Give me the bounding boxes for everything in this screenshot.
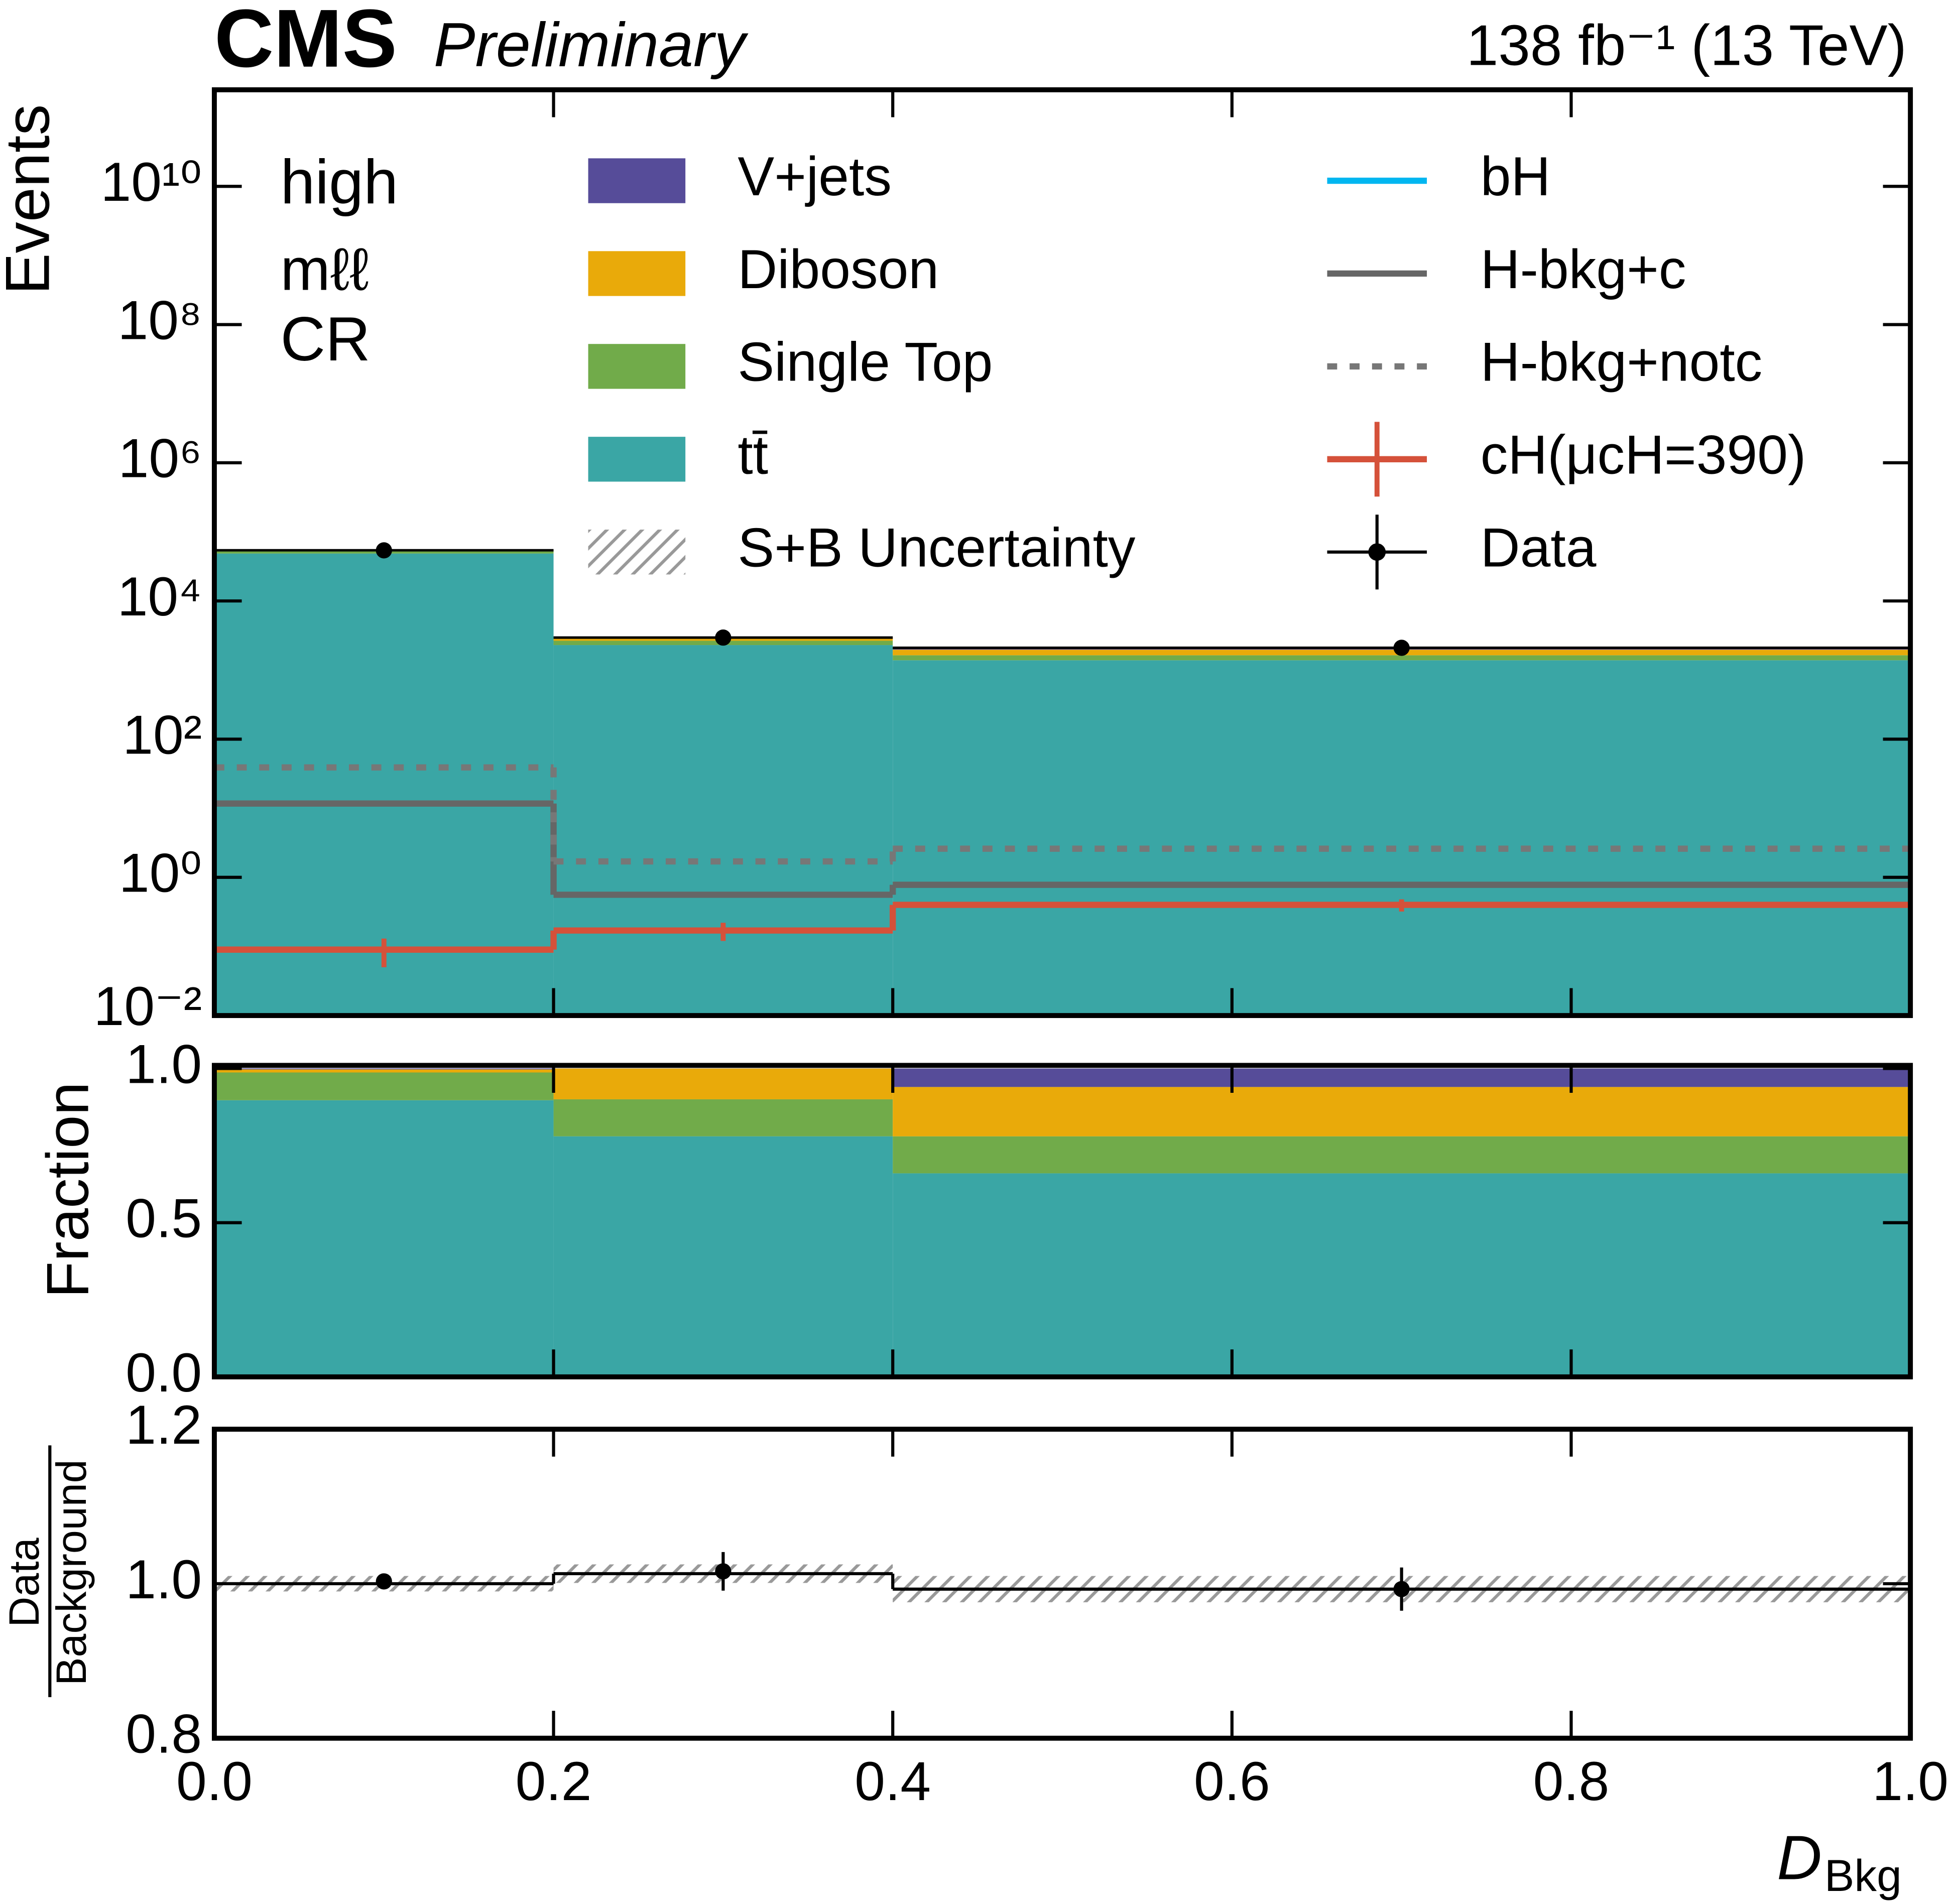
legend-label: Single Top <box>738 332 993 393</box>
stack-bar <box>214 553 554 1016</box>
stack-bar <box>893 655 1911 661</box>
data-point <box>1393 1581 1410 1597</box>
data-point <box>715 1563 731 1580</box>
legend-label: Data <box>1481 518 1597 579</box>
y-tick-label: 10⁰ <box>119 843 202 904</box>
x-axis-label-sub: Bkg <box>1824 1850 1902 1900</box>
y-tick-label: 10² <box>123 704 202 766</box>
y-tick-label: 10⁴ <box>117 566 202 627</box>
x-tick-label: 0.0 <box>176 1751 253 1812</box>
data-point <box>376 542 392 559</box>
legend-swatch <box>588 344 686 389</box>
y-axis-label: Data <box>1 1538 48 1627</box>
stack-bar <box>553 645 893 1016</box>
y-axis-label: Background <box>48 1459 95 1685</box>
x-tick-label: 1.0 <box>1872 1751 1948 1812</box>
y-tick-label: 10¹⁰ <box>100 152 202 213</box>
legend-swatch <box>588 437 686 482</box>
stack-bar <box>893 1173 1911 1377</box>
y-axis-label: Events <box>0 104 62 295</box>
stack-bar <box>893 660 1911 1016</box>
stack-bar <box>893 1136 1911 1174</box>
y-tick-label: 1.2 <box>126 1394 202 1456</box>
data-point <box>1393 640 1410 656</box>
y-tick-label: 1.0 <box>126 1034 202 1095</box>
lumi-label: 138 fb⁻¹ (13 TeV) <box>1467 14 1907 78</box>
y-tick-label: 10⁸ <box>118 290 202 351</box>
x-tick-label: 0.2 <box>516 1751 592 1812</box>
axes-frame <box>211 87 1913 1019</box>
stack-bar <box>893 1068 1911 1087</box>
y-axis-label: Fraction <box>34 1082 101 1298</box>
stack-bar <box>214 1072 554 1100</box>
plot-area <box>214 1068 1911 1377</box>
stack-bar <box>553 1136 893 1377</box>
legend-swatch <box>588 251 686 296</box>
y-tick-label: 10⁻² <box>94 976 202 1037</box>
x-tick-label: 0.4 <box>854 1751 931 1812</box>
stack-bar <box>893 1087 1911 1136</box>
y-tick-label: 1.0 <box>126 1549 202 1610</box>
x-axis-label: D <box>1777 1824 1822 1893</box>
data-point <box>715 629 731 646</box>
legend-label: tt̄ <box>738 425 768 486</box>
stack-bar <box>553 1068 893 1099</box>
annotation: CR <box>280 305 370 374</box>
legend-label: H-bkg+notc <box>1481 332 1762 393</box>
stack-bar <box>214 1068 554 1070</box>
stack-bar <box>553 1099 893 1136</box>
x-tick-label: 0.8 <box>1533 1751 1610 1812</box>
plot-area <box>214 1552 1911 1611</box>
y-tick-label: 10⁶ <box>118 428 202 489</box>
stack-bar <box>214 1069 554 1073</box>
annotation: mℓℓ <box>280 236 369 303</box>
data-point <box>376 1573 392 1590</box>
legend-swatch <box>588 158 686 203</box>
legend-label: V+jets <box>738 146 892 207</box>
y-tick-label: 0.8 <box>126 1704 202 1765</box>
legend-label: H-bkg+c <box>1481 239 1686 300</box>
preliminary-label: Preliminary <box>434 11 749 80</box>
legend-swatch <box>1368 543 1386 561</box>
stack-bar <box>214 1100 554 1377</box>
annotation: high <box>280 148 398 217</box>
legend-label: Diboson <box>738 239 939 300</box>
legend-label: S+B Uncertainty <box>738 518 1135 579</box>
x-tick-label: 0.6 <box>1194 1751 1270 1812</box>
y-tick-label: 0.5 <box>126 1188 202 1249</box>
legend-swatch <box>588 530 686 575</box>
cms-label: CMS <box>214 0 397 84</box>
plot-area <box>214 542 1911 1016</box>
y-tick-label: 0.0 <box>126 1342 202 1404</box>
legend-label: cH(μcH=390) <box>1481 425 1806 486</box>
legend-label: bH <box>1481 146 1551 207</box>
